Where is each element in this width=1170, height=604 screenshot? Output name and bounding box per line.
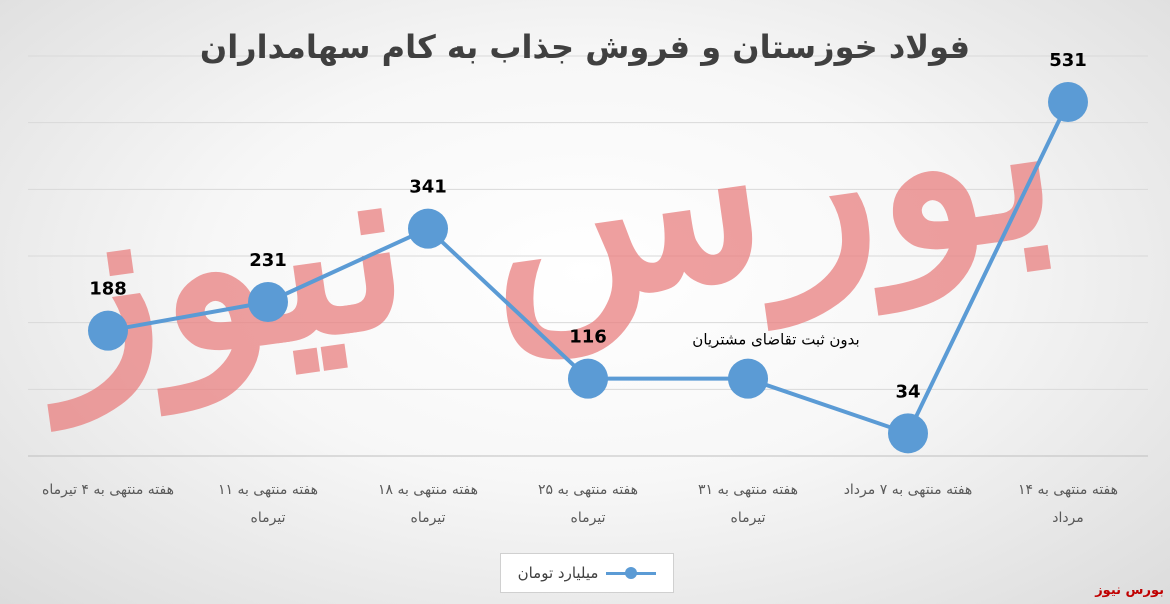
legend-label: میلیارد تومان [517,564,599,582]
data-point [408,208,448,249]
legend: میلیارد تومان [500,553,674,593]
x-tick-label: هفته منتهی به ۲۵ [538,482,638,498]
x-tick-label: مرداد [1052,510,1084,526]
data-label: 341 [409,177,447,198]
data-point [568,358,608,399]
x-tick-label: تیرماه [411,510,446,526]
series-line [88,82,1088,454]
chart-title: فولاد خوزستان و فروش جذاب به کام سهامدار… [199,28,971,66]
data-point [888,413,928,454]
data-point [1048,82,1088,122]
annotation-label: بدون ثبت تقاضای مشتریان [692,331,859,349]
gridlines [28,55,1148,390]
x-tick-labels: هفته منتهی به ۴ تیرماه هفته منتهی به ۱۱ تی… [42,482,1118,526]
data-label: 116 [569,327,607,348]
x-tick-label: هفته منتهی به ۳۱ [698,482,798,498]
x-tick-label: هفته منتهی به ۴ تیرماه [42,482,174,498]
data-point [728,358,768,399]
data-label: 34 [895,381,920,402]
x-tick-label: تیرماه [571,510,606,526]
x-tick-label: تیرماه [251,510,286,526]
data-point [88,310,128,351]
data-labels: 188 231 341 116 34 531 بدون ثبت تقاضای مشتریان [89,50,1087,402]
legend-marker [606,567,657,579]
data-label: 188 [89,279,127,300]
x-tick-label: هفته منتهی به ۱۱ [218,482,318,498]
x-tick-label: هفته منتهی به ۱۸ [378,482,478,498]
data-label: 231 [249,250,287,271]
x-tick-label: هفته منتهی به ۱۴ [1018,482,1118,498]
watermark: بورس نیوز [12,16,1072,432]
watermark-text: بورس نیوز [12,16,1072,432]
data-label: 531 [1049,50,1087,71]
brand-logo-text: بورس نیوز [1095,583,1164,598]
x-tick-label: تیرماه [731,510,766,526]
x-tick-label: هفته منتهی به ۷ مرداد [844,482,973,498]
data-point [248,282,288,322]
